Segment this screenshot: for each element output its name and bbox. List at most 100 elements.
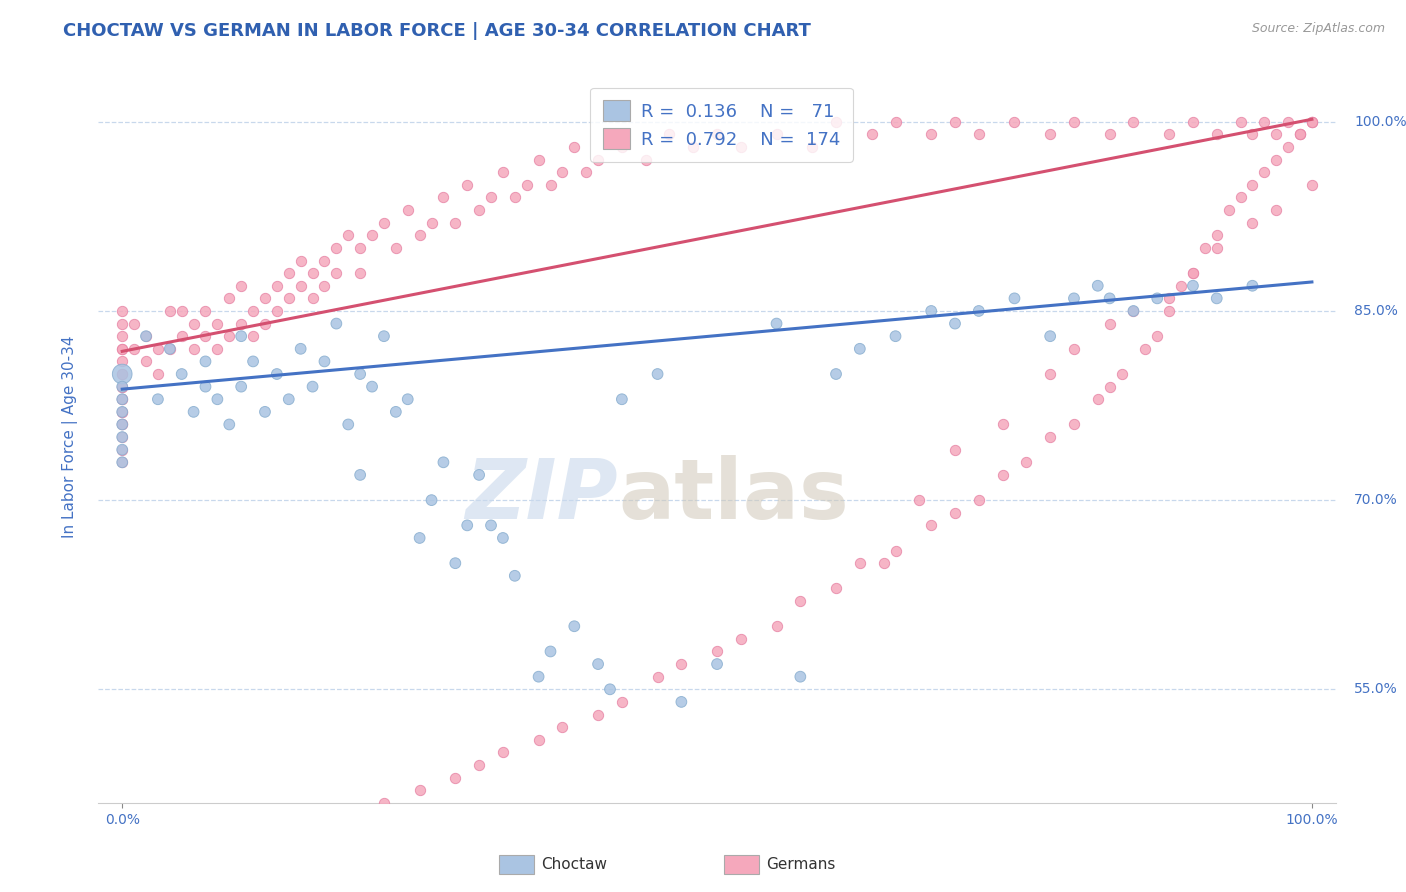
- Point: [1241, 216, 1264, 230]
- Point: [444, 216, 467, 230]
- Point: [647, 367, 669, 381]
- Point: [967, 128, 990, 142]
- Text: CHOCTAW VS GERMAN IN LABOR FORCE | AGE 30-34 CORRELATION CHART: CHOCTAW VS GERMAN IN LABOR FORCE | AGE 3…: [63, 22, 811, 40]
- Point: [170, 367, 193, 381]
- Point: [432, 190, 454, 204]
- Point: [1181, 266, 1204, 280]
- Point: [218, 417, 240, 432]
- Text: atlas: atlas: [619, 455, 849, 536]
- Point: [1122, 304, 1144, 318]
- Point: [231, 317, 253, 331]
- Point: [562, 619, 585, 633]
- Point: [1253, 115, 1275, 129]
- Point: [325, 266, 347, 280]
- Point: [242, 354, 264, 368]
- Point: [253, 291, 276, 305]
- Point: [314, 253, 336, 268]
- Point: [1229, 115, 1251, 129]
- Point: [111, 405, 134, 419]
- Point: [1265, 153, 1288, 167]
- Point: [1146, 291, 1168, 305]
- Text: Choctaw: Choctaw: [541, 857, 607, 871]
- Point: [1039, 430, 1062, 444]
- Point: [1004, 115, 1026, 129]
- Point: [884, 543, 907, 558]
- Point: [408, 783, 430, 797]
- Point: [456, 518, 478, 533]
- Point: [765, 317, 787, 331]
- Point: [146, 392, 169, 407]
- Point: [111, 455, 134, 469]
- Point: [111, 304, 134, 318]
- Point: [231, 278, 253, 293]
- Point: [420, 493, 443, 508]
- Point: [551, 720, 574, 734]
- Point: [1039, 128, 1062, 142]
- Point: [111, 367, 134, 381]
- Point: [183, 342, 205, 356]
- Point: [325, 317, 347, 331]
- Point: [825, 582, 848, 596]
- Point: [349, 808, 371, 822]
- Point: [253, 847, 276, 861]
- Y-axis label: In Labor Force | Age 30-34: In Labor Force | Age 30-34: [62, 335, 77, 539]
- Point: [314, 278, 336, 293]
- Point: [325, 821, 347, 835]
- Point: [266, 367, 288, 381]
- Point: [682, 140, 704, 154]
- Point: [801, 140, 824, 154]
- Point: [527, 153, 550, 167]
- Point: [562, 140, 585, 154]
- Point: [111, 367, 134, 381]
- Text: Germans: Germans: [766, 857, 835, 871]
- Point: [1122, 304, 1144, 318]
- Point: [610, 392, 633, 407]
- Point: [207, 392, 229, 407]
- Point: [789, 670, 811, 684]
- Point: [920, 304, 942, 318]
- Point: [884, 329, 907, 343]
- Point: [111, 442, 134, 457]
- Point: [599, 682, 621, 697]
- Point: [111, 342, 134, 356]
- Point: [111, 392, 134, 407]
- Point: [527, 732, 550, 747]
- Point: [706, 128, 728, 142]
- Point: [146, 342, 169, 356]
- Point: [111, 379, 134, 393]
- Point: [789, 594, 811, 608]
- Point: [1253, 165, 1275, 179]
- Point: [1122, 115, 1144, 129]
- Point: [337, 228, 360, 243]
- Point: [111, 392, 134, 407]
- Point: [634, 153, 657, 167]
- Point: [242, 329, 264, 343]
- Point: [207, 871, 229, 886]
- Point: [1241, 178, 1264, 192]
- Point: [111, 417, 134, 432]
- Point: [337, 417, 360, 432]
- Point: [207, 317, 229, 331]
- Point: [1229, 190, 1251, 204]
- Point: [516, 178, 538, 192]
- Point: [503, 569, 526, 583]
- Point: [159, 342, 181, 356]
- Point: [373, 329, 395, 343]
- Point: [385, 241, 408, 255]
- Point: [991, 417, 1014, 432]
- Point: [908, 493, 931, 508]
- Point: [730, 632, 752, 646]
- Point: [444, 556, 467, 570]
- Point: [170, 329, 193, 343]
- Point: [456, 178, 478, 192]
- Point: [194, 379, 217, 393]
- Point: [479, 190, 502, 204]
- Point: [884, 115, 907, 129]
- Point: [1265, 203, 1288, 218]
- Point: [1159, 304, 1181, 318]
- Point: [1205, 241, 1227, 255]
- Point: [943, 506, 966, 520]
- Point: [1301, 178, 1323, 192]
- Point: [122, 317, 145, 331]
- Point: [1039, 367, 1062, 381]
